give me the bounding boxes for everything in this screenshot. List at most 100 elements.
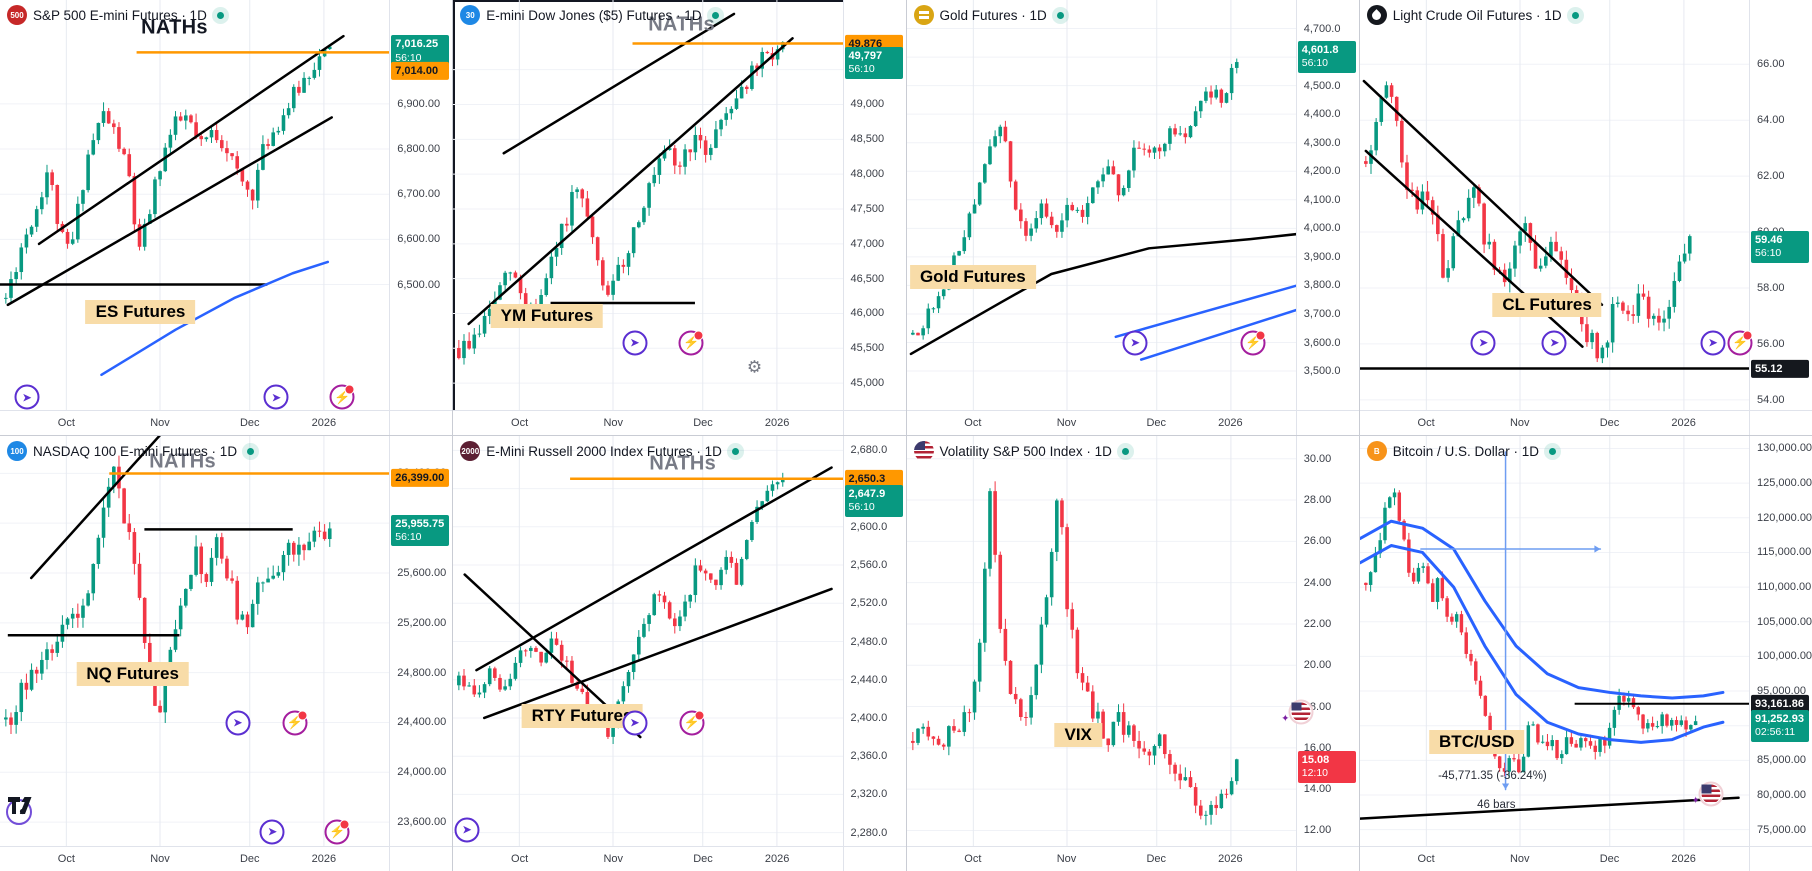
goto-forecast-icon[interactable]: ➤ (14, 384, 40, 410)
candlestick-canvas[interactable] (453, 0, 844, 411)
y-axis[interactable]: 49,50049,00048,50048,00047,50047,00046,5… (842, 0, 906, 411)
economic-event-flag-icon[interactable]: ✦ (1281, 699, 1314, 725)
y-axis-tick: 2,680.0 (850, 444, 888, 457)
alert-lightning-icon[interactable]: ⚡ (678, 330, 704, 356)
goto-forecast-icon[interactable]: ➤ (622, 330, 648, 356)
y-axis-tick: 80,000.00 (1757, 789, 1806, 802)
y-axis-tick: 6,600.00 (397, 233, 441, 246)
x-axis[interactable]: Oct Nov Dec 2026 (453, 410, 844, 435)
alert-lightning-icon[interactable]: ⚡ (1727, 330, 1753, 356)
y-axis[interactable]: 6,900.00 6,800.00 6,700.00 6,600.00 6,500.00… (389, 0, 453, 411)
x-axis[interactable]: Oct Nov Dec 2026 (906, 846, 1297, 871)
y-axis-tick: 12.00 (1303, 824, 1332, 837)
last-price-badge: 4,601.8 56:10 (1297, 40, 1356, 73)
candlestick-canvas[interactable] (453, 436, 844, 847)
chart-plot-area[interactable]: ES Futures NATHs ➤ ➤ ⚡ (0, 0, 391, 411)
y-axis-tick: 2,360.0 (850, 750, 888, 763)
x-axis[interactable]: Oct Nov Dec 2026 (1359, 410, 1750, 435)
last-price-badge: 2,647.9 56:10 (844, 484, 903, 517)
chart-header: 30 E-mini Dow Jones ($5) Futures · 1D (460, 5, 719, 25)
last-price-badge: 59.46 56:10 (1751, 231, 1809, 263)
chart-title[interactable]: E-mini Dow Jones ($5) Futures · 1D (486, 7, 702, 23)
goto-forecast-icon[interactable]: ➤ (225, 710, 251, 736)
note-label: Gold Futures (909, 264, 1036, 289)
chart-title[interactable]: Bitcoin / U.S. Dollar · 1D (1392, 443, 1540, 459)
tradingview-logo[interactable] (6, 797, 44, 825)
economic-event-flag-icon[interactable]: ✦ (1691, 781, 1724, 807)
chart-plot-area[interactable]: BTC/USD -45,771.35 (-36.24%) 46 bars ✦ (1359, 436, 1750, 847)
chart-title[interactable]: Volatility S&P 500 Index · 1D (939, 443, 1112, 459)
x-axis[interactable]: Oct Nov Dec 2026 (453, 846, 844, 871)
y-axis-tick: 115,000.00 (1757, 546, 1812, 559)
y-axis-tick: 54.00 (1757, 393, 1785, 406)
chart-title[interactable]: E-Mini Russell 2000 Index Futures · 1D (486, 443, 722, 459)
chart-plot-area[interactable]: VIX ✦ (906, 436, 1314, 847)
goto-forecast-icon[interactable]: ➤ (1700, 330, 1726, 356)
candlestick-canvas[interactable] (906, 0, 1297, 411)
y-axis[interactable]: 4,700.04,600.04,500.04,400.04,300.04,200… (1295, 0, 1359, 411)
y-axis[interactable]: 30.00 28.00 26.00 24.00 22.00 20.00 18.00 16.00… (1295, 436, 1359, 847)
candlestick-canvas[interactable] (0, 0, 391, 411)
axis-corner (1295, 846, 1359, 871)
goto-forecast-icon[interactable]: ➤ (1541, 330, 1567, 356)
alert-lightning-icon[interactable]: ⚡ (329, 384, 355, 410)
candlestick-canvas[interactable] (1359, 0, 1750, 411)
goto-forecast-icon[interactable]: ➤ (622, 710, 648, 736)
goto-forecast-icon[interactable]: ➤ (1122, 330, 1148, 356)
candlestick-canvas[interactable] (0, 436, 391, 847)
chart-plot-area[interactable]: CL Futures ➤ ➤ ➤ ⚡ (1359, 0, 1753, 411)
chart-plot-area[interactable]: YM Futures NATHs ➤ ⚡ ⚙ (453, 0, 844, 411)
y-axis-tick: 110,000.00 (1757, 581, 1812, 594)
x-axis[interactable]: Oct Nov Dec 2026 (1359, 846, 1750, 871)
goto-forecast-icon[interactable]: ➤ (1470, 330, 1496, 356)
x-axis-label: Dec (1146, 853, 1167, 865)
symbol-badge-icon: B (1366, 441, 1387, 461)
sparkle-icon: ✦ (1691, 795, 1700, 807)
settings-gear-icon[interactable]: ⚙ (746, 357, 763, 377)
goto-forecast-icon[interactable]: ➤ (259, 819, 285, 845)
chart-plot-area[interactable]: NQ Futures NATHs ➤ ⚡ ➤ ⚡ (0, 436, 391, 847)
y-axis-tick: 85,000.00 (1757, 754, 1806, 767)
x-axis-label: Nov (1056, 853, 1077, 865)
alert-lightning-icon[interactable]: ⚡ (324, 819, 350, 845)
x-axis-label: Oct (57, 417, 75, 429)
x-axis[interactable]: Oct Nov Dec 2026 (906, 410, 1297, 435)
chart-title[interactable]: NASDAQ 100 E-mini Futures · 1D (33, 443, 238, 459)
chart-title[interactable]: Light Crude Oil Futures · 1D (1392, 7, 1562, 23)
goto-forecast-icon[interactable]: ➤ (454, 817, 480, 843)
last-price-badge: 91,252.93 02:56:11 (1751, 709, 1809, 742)
y-axis[interactable]: 130,000.00 125,000.00 120,000.00 115,000.00… (1749, 436, 1812, 847)
goto-forecast-icon[interactable]: ➤ (263, 384, 289, 410)
chart-title[interactable]: S&P 500 E-mini Futures · 1D (33, 7, 207, 23)
x-axis-label: Dec (1599, 853, 1620, 865)
x-axis[interactable]: Oct Nov Dec 2026 (0, 846, 391, 871)
market-open-dot (1549, 447, 1557, 455)
y-axis[interactable]: 26,400.0026,000.0025,600.0025,200.0024,8… (389, 436, 453, 847)
drawing-price-badge: 15.08 12:10 (1297, 750, 1356, 783)
y-axis-tick: 24,000.00 (397, 766, 447, 779)
chart-panel-4: NQ FuturesNATHs➤⚡➤⚡26,400.0026,000.0025,… (0, 436, 453, 871)
alert-lightning-icon[interactable]: ⚡ (282, 710, 308, 736)
chart-plot-area[interactable]: Gold Futures ➤ ⚡ (906, 0, 1297, 411)
gold-bars-glyph (918, 16, 929, 19)
alert-lightning-icon[interactable]: ⚡ (1240, 330, 1266, 356)
alert-lightning-icon[interactable]: ⚡ (679, 710, 705, 736)
note-label: YM Futures (490, 304, 604, 329)
chart-title[interactable]: Gold Futures · 1D (939, 7, 1047, 23)
chart-plot-area[interactable]: RTY Futures NATHs ➤ ➤ ⚡ (453, 436, 844, 847)
axis-corner (842, 410, 906, 435)
candlestick-canvas[interactable] (1359, 436, 1750, 847)
chart-header: Gold Futures · 1D (913, 5, 1064, 25)
y-axis-tick: 3,600.0 (1303, 336, 1341, 349)
chart-header: B Bitcoin / U.S. Dollar · 1D (1366, 441, 1557, 461)
y-axis-tick: 3,800.0 (1303, 279, 1341, 292)
chart-header: 500 S&P 500 E-mini Futures · 1D (7, 5, 224, 25)
chart-panel-0: ES Futures NATHs ➤ ➤ ⚡ 6,900.00 6,800.00 6,700.… (0, 0, 453, 435)
x-axis[interactable]: Oct Nov Dec 2026 (0, 410, 391, 435)
y-axis[interactable]: 2,680.02,640.02,600.02,560.02,520.02,480… (842, 436, 906, 847)
chart-panel-5: RTY FuturesNATHs➤➤⚡2,680.02,640.02,600.0… (453, 436, 906, 871)
y-axis-tick: 120,000.00 (1757, 511, 1812, 524)
x-axis-label: Oct (964, 853, 982, 865)
y-axis[interactable]: 66.0064.0062.0060.0058.0056.0054.0059.46… (1749, 0, 1812, 411)
candlestick-canvas[interactable] (906, 436, 1297, 847)
